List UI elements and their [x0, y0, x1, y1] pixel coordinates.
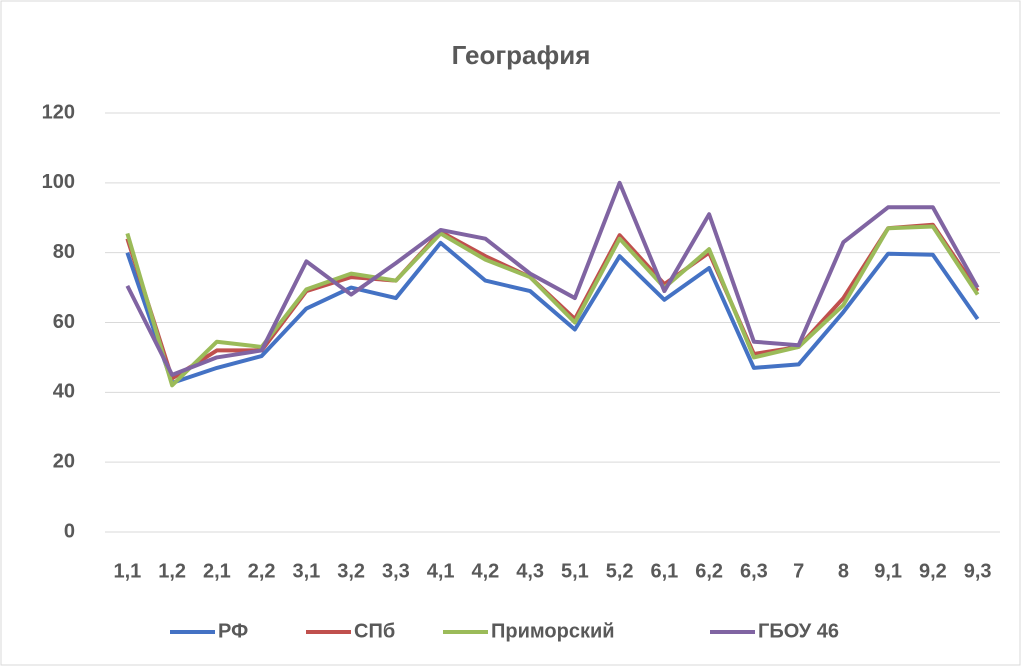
x-tick-label: 5,1 [561, 560, 589, 582]
x-tick-label: 4,2 [471, 560, 499, 582]
x-tick-label: 5,2 [606, 560, 634, 582]
x-tick-label: 4,3 [516, 560, 544, 582]
x-tick-label: 9,2 [919, 560, 947, 582]
x-tick-label: 4,1 [427, 560, 455, 582]
x-tick-label: 9,3 [964, 560, 992, 582]
y-tick-label: 20 [53, 450, 75, 472]
legend-label: РФ [218, 620, 248, 642]
x-tick-label: 2,1 [203, 560, 231, 582]
x-tick-label: 1,1 [113, 560, 141, 582]
y-tick-label: 80 [53, 241, 75, 263]
x-tick-label: 6,1 [650, 560, 678, 582]
y-tick-label: 100 [42, 171, 75, 193]
x-tick-label: 6,2 [695, 560, 723, 582]
series-line [125, 180, 980, 377]
y-tick-label: 40 [53, 381, 75, 403]
x-tick-label: 7 [793, 560, 804, 582]
series-line [125, 240, 980, 385]
x-tick-label: 3,3 [382, 560, 410, 582]
legend-label: Приморский [491, 620, 615, 642]
x-tick-label: 2,2 [248, 560, 276, 582]
y-tick-label: 120 [42, 101, 75, 123]
legend-label: СПб [354, 620, 395, 642]
x-tick-label: 3,2 [337, 560, 365, 582]
x-tick-label: 6,3 [740, 560, 768, 582]
x-tick-label: 8 [838, 560, 849, 582]
x-tick-label: 1,2 [158, 560, 186, 582]
y-tick-label: 0 [64, 520, 75, 542]
x-tick-label: 9,1 [874, 560, 902, 582]
y-tick-label: 60 [53, 311, 75, 333]
x-tick-label: 3,1 [292, 560, 320, 582]
legend-label: ГБОУ 46 [758, 620, 839, 642]
chart-title: География [452, 40, 591, 70]
